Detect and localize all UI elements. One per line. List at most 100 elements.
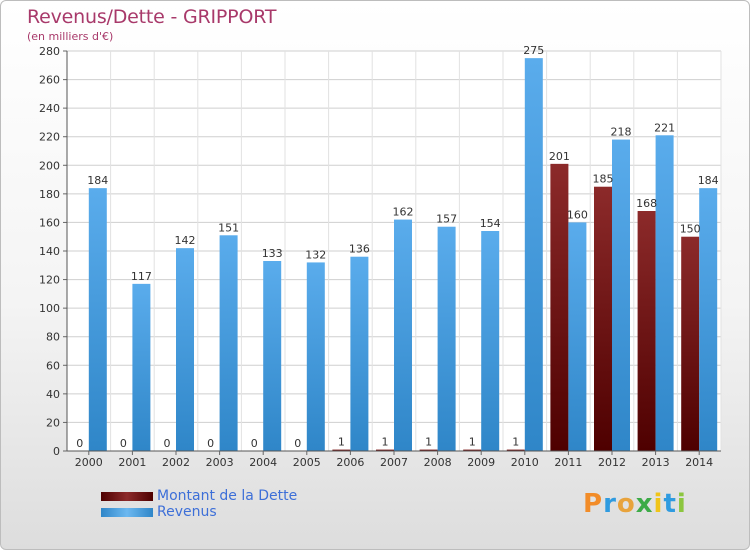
bar-dette	[506, 449, 525, 451]
bar-dette	[637, 211, 656, 451]
value-label-revenus: 142	[175, 234, 196, 247]
y-tick-label: 240	[39, 102, 60, 115]
bar-dette	[681, 236, 700, 451]
x-tick-label: 2014	[685, 456, 713, 469]
y-tick-label: 200	[39, 159, 60, 172]
value-label-dette: 201	[549, 150, 570, 163]
bar-revenus	[437, 226, 456, 451]
value-label-revenus: 221	[654, 121, 675, 134]
value-label-dette: 1	[425, 436, 432, 449]
x-tick-label: 2002	[162, 456, 190, 469]
value-label-dette: 0	[76, 437, 83, 450]
value-label-dette: 168	[636, 197, 657, 210]
value-label-revenus: 133	[262, 247, 283, 260]
bar-revenus	[306, 262, 325, 451]
value-label-dette: 0	[251, 437, 258, 450]
value-label-dette: 1	[512, 436, 519, 449]
y-tick-label: 20	[46, 416, 60, 429]
logo-letter: o	[616, 489, 636, 519]
value-label-dette: 1	[338, 436, 345, 449]
y-tick-label: 180	[39, 188, 60, 201]
value-label-dette: 0	[120, 437, 127, 450]
y-tick-label: 220	[39, 131, 60, 144]
bar-dette	[463, 449, 482, 451]
bar-revenus	[88, 188, 107, 451]
logo-letter: x	[635, 489, 654, 519]
value-label-revenus: 157	[436, 213, 457, 226]
y-tick-label: 140	[39, 245, 60, 258]
proxiti-logo[interactable]: Proxiti	[583, 489, 687, 519]
x-tick-label: 2004	[249, 456, 277, 469]
value-label-revenus: 151	[218, 221, 239, 234]
y-tick-label: 100	[39, 302, 60, 315]
bar-revenus	[132, 283, 151, 451]
legend-item-revenus: Revenus	[101, 504, 297, 520]
x-tick-label: 2013	[642, 456, 670, 469]
x-tick-label: 2008	[424, 456, 452, 469]
value-label-dette: 1	[382, 436, 389, 449]
legend-label-debt: Montant de la Dette	[157, 488, 298, 504]
x-tick-label: 2005	[293, 456, 321, 469]
value-label-revenus: 184	[698, 174, 719, 187]
bar-revenus	[524, 58, 543, 452]
bar-revenus	[350, 256, 369, 451]
x-tick-label: 2010	[511, 456, 539, 469]
y-tick-label: 60	[46, 359, 60, 372]
value-label-dette: 185	[593, 173, 614, 186]
value-label-revenus: 132	[305, 248, 326, 261]
bar-dette	[376, 449, 394, 451]
value-label-revenus: 218	[611, 126, 632, 139]
value-label-dette: 0	[207, 437, 214, 450]
y-tick-label: 280	[39, 45, 60, 58]
x-tick-label: 2012	[598, 456, 626, 469]
value-label-dette: 0	[294, 437, 301, 450]
bar-dette	[594, 186, 612, 451]
bar-revenus	[176, 248, 194, 451]
legend-swatch-debt	[101, 491, 153, 501]
bar-revenus	[219, 235, 238, 451]
value-label-dette: 150	[680, 223, 701, 236]
logo-letter: r	[603, 489, 617, 519]
y-tick-label: 260	[39, 74, 60, 87]
logo-letter: t	[663, 489, 677, 519]
x-tick-label: 2001	[118, 456, 146, 469]
x-tick-label: 2011	[554, 456, 582, 469]
legend-swatch-revenus	[101, 507, 153, 517]
x-tick-label: 2006	[336, 456, 364, 469]
y-tick-label: 160	[39, 216, 60, 229]
bar-dette	[419, 449, 438, 451]
value-label-revenus: 160	[567, 208, 588, 221]
x-tick-label: 2009	[467, 456, 495, 469]
y-tick-label: 0	[53, 445, 60, 458]
value-label-revenus: 184	[87, 174, 108, 187]
legend: Montant de la Dette Revenus	[101, 488, 297, 520]
bar-revenus	[568, 222, 587, 451]
chart-title: Revenus/Dette - GRIPPORT	[27, 6, 277, 28]
value-label-dette: 0	[164, 437, 171, 450]
legend-label-revenus: Revenus	[157, 504, 217, 520]
y-tick-label: 80	[46, 331, 60, 344]
x-tick-label: 2003	[206, 456, 234, 469]
logo-letter: i	[676, 489, 687, 519]
x-tick-label: 2007	[380, 456, 408, 469]
chart-subtitle: (en milliers d'€)	[27, 30, 114, 43]
logo-letter: P	[583, 489, 604, 519]
bar-dette	[550, 163, 569, 451]
bar-revenus	[394, 219, 412, 451]
y-tick-label: 120	[39, 274, 60, 287]
legend-item-debt: Montant de la Dette	[101, 488, 297, 504]
value-label-revenus: 275	[523, 44, 544, 57]
bar-revenus	[263, 261, 282, 451]
bar-revenus	[481, 231, 500, 451]
bar-revenus	[612, 139, 630, 452]
bar-revenus	[655, 135, 674, 452]
value-label-dette: 1	[469, 436, 476, 449]
bar-dette	[332, 449, 351, 451]
value-label-revenus: 162	[393, 206, 414, 219]
bar-revenus	[699, 188, 718, 451]
x-tick-label: 2000	[75, 456, 103, 469]
value-label-revenus: 117	[131, 270, 152, 283]
value-label-revenus: 154	[480, 217, 501, 230]
